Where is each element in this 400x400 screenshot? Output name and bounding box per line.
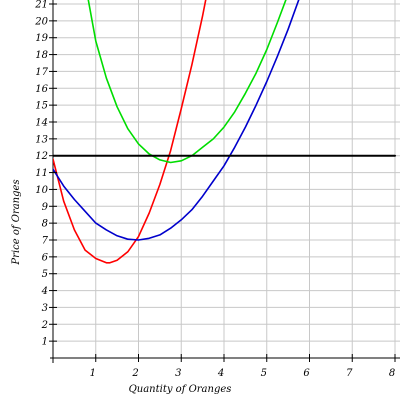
y-tick-label: 10 [35,185,48,196]
y-tick-label: 9 [42,202,49,213]
y-tick-label: 3 [42,303,48,314]
y-tick-label: 1 [42,337,48,348]
x-tick-label: 1 [90,368,96,379]
series-line-3 [53,0,300,241]
x-tick-label: 5 [261,368,267,379]
y-tick-label: 16 [35,84,48,95]
x-tick-label: 3 [175,368,181,379]
x-tick-label: 2 [131,368,138,379]
axes [50,0,400,363]
y-tick-label: 17 [35,67,48,78]
y-tick-label: 15 [35,101,48,112]
y-tick-label: 19 [35,33,48,44]
series-layer [53,0,396,264]
x-tick-label: 8 [389,368,395,379]
grid [53,0,400,358]
y-tick-label: 21 [34,0,48,11]
y-tick-label: 13 [35,134,48,145]
y-axis-title: Price of Oranges [11,179,22,265]
y-tick-label: 8 [42,219,48,230]
y-tick-label: 4 [41,286,48,297]
y-tick-label: 14 [35,118,48,129]
x-tick-label: 6 [303,368,310,379]
series-line-2 [87,0,287,164]
y-tick-label: 2 [41,320,48,331]
x-tick-label: 7 [346,368,353,379]
y-tick-label: 18 [35,50,48,61]
y-tick-label: 5 [42,269,48,280]
x-tick-label: 4 [217,368,224,379]
y-tick-label: 12 [35,151,48,162]
ticks: 1 2 3 4 5 6 7 812345678910111213141516171819202… [34,0,396,379]
series-line-1 [53,0,207,264]
y-tick-label: 20 [34,16,48,27]
y-tick-label: 11 [35,168,48,179]
y-tick-label: 6 [42,252,49,263]
x-axis-title: Quantity of Oranges [129,384,232,395]
y-tick-label: 7 [42,236,49,247]
